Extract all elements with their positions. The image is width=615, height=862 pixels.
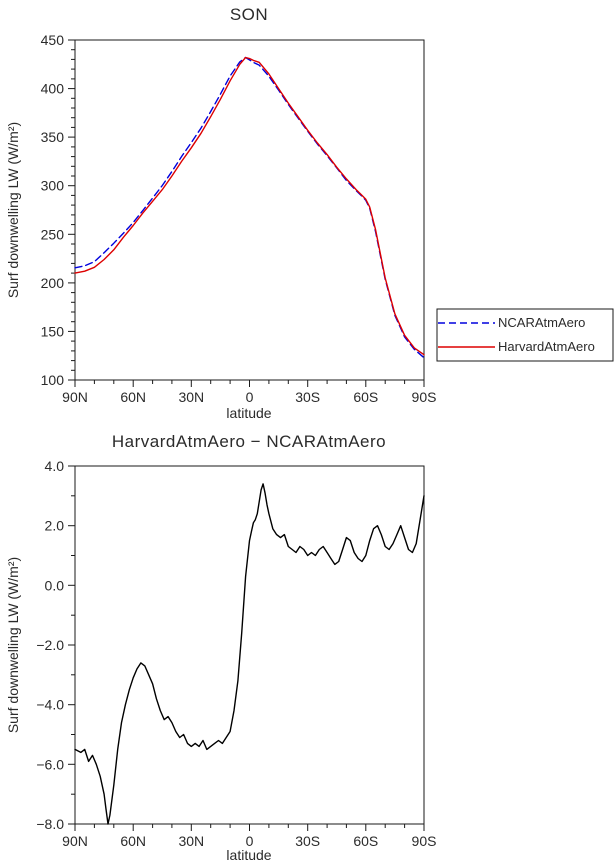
bottom-chart: HarvardAtmAero − NCARAtmAero Surf downwe… [5, 432, 436, 862]
y-tick-label: 250 [41, 226, 65, 242]
x-tick-label: 30N [178, 389, 204, 405]
series-line-harvardatmaero-ncaratmaero-difference [74, 483, 425, 825]
y-tick-label: 4.0 [45, 458, 65, 474]
plot-frame [74, 465, 425, 825]
plot-frame [74, 39, 425, 381]
x-tick-label: 30N [178, 833, 204, 849]
x-tick-label: 90N [62, 833, 88, 849]
x-tick-label: 60N [120, 389, 146, 405]
legend-box [436, 308, 614, 362]
y-tick-label: 450 [41, 32, 65, 48]
series-line-ncaratmaero [74, 56, 425, 359]
bottom-chart-y-axis-label: Surf downwelling LW (W/m²) [5, 557, 21, 733]
x-tick-label: 90S [412, 833, 437, 849]
bottom-plot-area: 90N 60N 30N 0 30S 60S 90S −8.0 −6.0 −4.0 −2.0 0.0 2.… [36, 458, 436, 849]
x-tick-label: 0 [246, 389, 254, 405]
x-tick-label: 90S [412, 389, 437, 405]
top-chart-title: SON [230, 5, 268, 24]
y-tick-label: −6.0 [36, 756, 64, 772]
top-chart-y-axis-label: Surf downwelling LW (W/m²) [5, 122, 21, 298]
top-chart: SON Surf downwelling LW (W/m²) latitude … [5, 5, 614, 421]
y-tick-label: −2.0 [36, 637, 64, 653]
y-tick-label: 350 [41, 129, 65, 145]
x-tick-label: 90N [62, 389, 88, 405]
top-chart-x-axis-label: latitude [226, 405, 271, 421]
y-tick-label: −8.0 [36, 816, 64, 832]
x-tick-label: 30S [295, 833, 320, 849]
y-tick-label: 200 [41, 275, 65, 291]
y-tick-label: 100 [41, 372, 65, 388]
bottom-chart-title: HarvardAtmAero − NCARAtmAero [112, 432, 386, 451]
x-tick-label: 60S [353, 389, 378, 405]
x-tick-label: 30S [295, 389, 320, 405]
x-tick-label: 60S [353, 833, 378, 849]
bottom-chart-x-axis-label: latitude [226, 847, 271, 862]
y-tick-label: 300 [41, 178, 65, 194]
series-line-harvardatmaero [74, 56, 425, 356]
y-tick-label: 400 [41, 81, 65, 97]
legend-label-ncaratmaero: NCARAtmAero [498, 315, 585, 330]
y-tick-label: −4.0 [36, 697, 64, 713]
top-plot-area: 90N 60N 30N 0 30S 60S 90S 100 150 200 250 300 350 400… [41, 32, 437, 405]
legend: NCARAtmAero HarvardAtmAero [436, 308, 614, 362]
y-tick-label: 0.0 [45, 577, 65, 593]
legend-label-harvardatmaero: HarvardAtmAero [498, 339, 595, 354]
y-tick-label: 2.0 [45, 518, 65, 534]
y-tick-label: 150 [41, 323, 65, 339]
x-tick-label: 0 [246, 833, 254, 849]
x-tick-label: 60N [120, 833, 146, 849]
